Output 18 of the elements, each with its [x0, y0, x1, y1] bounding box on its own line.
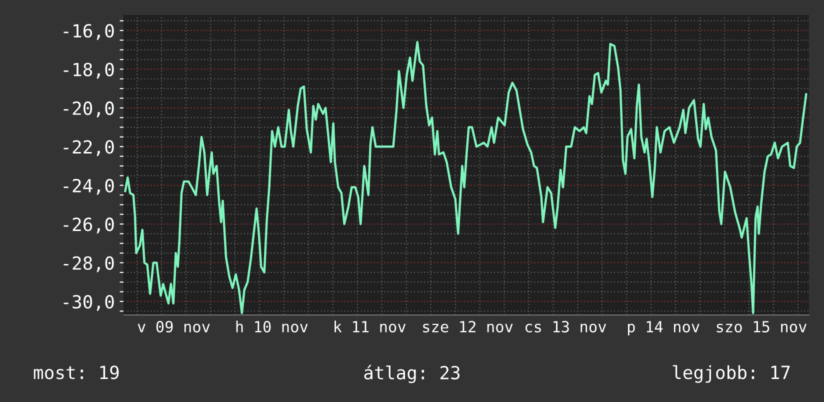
- y-tick-label: -30,0: [64, 294, 114, 311]
- x-tick-label: p 14 nov: [628, 321, 700, 336]
- x-tick-label: h 10 nov: [236, 320, 308, 332]
- y-tick-label: -20,0: [64, 101, 114, 118]
- y-tick-label: -22,0: [64, 140, 114, 156]
- y-tick-label: -28,0: [64, 256, 114, 272]
- text: most: 19: [34, 366, 119, 380]
- y-tick-label: -24,0: [64, 178, 114, 195]
- x-tick-label: szo 15 nov: [716, 321, 807, 332]
- x-tick-label: k 11 nov: [334, 320, 406, 332]
- x-tick-label: cs 13 nov: [526, 320, 606, 332]
- text: legjobb: 17: [672, 365, 790, 383]
- text: átlag: 23: [364, 364, 460, 384]
- y-tick-label: -18,0: [64, 62, 114, 79]
- x-tick-label: sze 12 nov: [423, 320, 513, 332]
- x-tick-label: v 09 nov: [138, 320, 210, 332]
- y-tick-label: -16,0: [64, 24, 114, 40]
- y-tick-label: -26,0: [64, 218, 114, 234]
